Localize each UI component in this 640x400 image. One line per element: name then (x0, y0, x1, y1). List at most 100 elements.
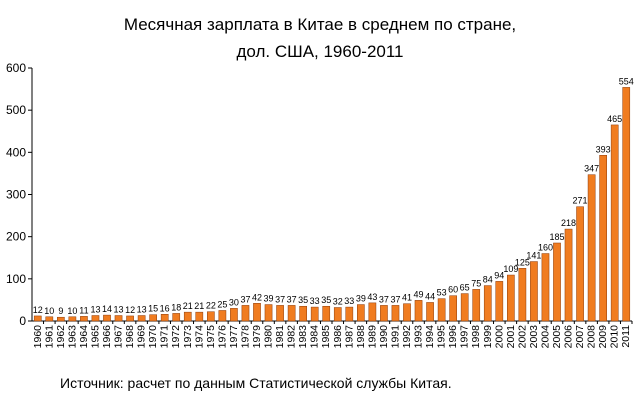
data-label-1999: 84 (483, 275, 493, 285)
bar-1994 (426, 302, 434, 322)
x-tick-label-1972: 1972 (170, 325, 182, 349)
bar-2010 (610, 124, 619, 322)
bar-1975 (207, 311, 215, 322)
x-tick-label-1984: 1984 (309, 325, 321, 349)
x-tick-label-2008: 2008 (586, 325, 598, 349)
x-tick-label-1965: 1965 (89, 325, 101, 349)
bar-2008 (587, 174, 596, 322)
chart-subtitle: дол. США, 1960-2011 (236, 42, 404, 61)
bar-2009 (599, 155, 607, 322)
y-tick-label: 300 (6, 188, 26, 202)
x-tick-label-2009: 2009 (597, 325, 609, 349)
bar-2000 (495, 281, 504, 322)
data-label-1981: 37 (275, 294, 285, 304)
bar-1967 (114, 315, 123, 322)
data-label-1968: 12 (125, 305, 135, 315)
data-label-2007: 271 (573, 196, 588, 206)
data-label-1996: 60 (448, 285, 458, 295)
data-label-1965: 13 (90, 305, 100, 315)
bar-1974 (195, 311, 204, 322)
data-label-2006: 218 (561, 218, 576, 228)
data-label-2002: 125 (515, 257, 530, 267)
bar-2005 (553, 242, 561, 322)
bar-1980 (264, 304, 273, 322)
data-label-1961: 10 (44, 306, 54, 316)
x-tick-label-1975: 1975 (205, 325, 217, 349)
data-label-1980: 39 (264, 294, 274, 304)
x-tick-label-2001: 2001 (505, 325, 517, 349)
x-tick-label-1971: 1971 (159, 325, 171, 349)
x-tick-label-1990: 1990 (378, 325, 390, 349)
y-tick-label: 400 (6, 145, 26, 159)
x-tick-label-1973: 1973 (182, 325, 194, 349)
bar-1961 (45, 316, 54, 322)
bar-2006 (564, 228, 573, 322)
bar-1999 (483, 285, 492, 322)
data-label-1976: 25 (217, 299, 227, 309)
x-tick-label-1964: 1964 (78, 325, 90, 349)
bar-1997 (460, 293, 469, 322)
x-tick-label-2004: 2004 (539, 325, 551, 349)
bar-1971 (160, 314, 169, 322)
x-tick-label-1976: 1976 (216, 325, 228, 349)
x-tick-label-2003: 2003 (528, 325, 540, 349)
x-tick-label-1993: 1993 (413, 325, 425, 349)
x-tick-label-2006: 2006 (563, 325, 575, 349)
x-tick-label-1962: 1962 (55, 325, 67, 349)
bar-1991 (391, 305, 400, 322)
data-label-1997: 65 (460, 283, 470, 293)
x-tick-label-2000: 2000 (493, 325, 505, 349)
x-tick-label-1966: 1966 (101, 325, 113, 349)
y-tick-label: 500 (6, 103, 26, 117)
x-tick-label-1999: 1999 (482, 325, 494, 349)
bar-2007 (576, 206, 584, 322)
x-tick-label-1963: 1963 (66, 325, 78, 349)
data-label-2008: 347 (584, 164, 599, 174)
data-label-1988: 39 (356, 294, 366, 304)
data-label-2011: 554 (619, 76, 634, 86)
bar-2003 (530, 261, 538, 322)
data-label-1994: 44 (425, 291, 435, 301)
data-label-1982: 37 (287, 294, 297, 304)
data-label-1984: 33 (310, 296, 320, 306)
bar-1990 (380, 305, 388, 322)
bar-1970 (149, 314, 157, 322)
data-label-1963: 10 (67, 306, 77, 316)
data-label-1986: 32 (333, 297, 343, 307)
y-tick-label: 0 (19, 314, 26, 328)
data-label-1993: 49 (414, 289, 424, 299)
data-label-1975: 22 (206, 301, 216, 311)
data-label-1977: 30 (229, 297, 239, 307)
data-label-2005: 185 (549, 232, 564, 242)
bar-1995 (437, 298, 446, 322)
x-tick-label-1983: 1983 (297, 325, 309, 349)
bar-1972 (172, 313, 181, 322)
bar-1976 (218, 310, 227, 322)
x-tick-label-1982: 1982 (286, 325, 298, 349)
bar-2001 (507, 274, 515, 322)
bar-1985 (322, 305, 331, 322)
data-label-1970: 15 (148, 304, 158, 314)
bar-1966 (103, 314, 111, 322)
x-tick-label-1998: 1998 (470, 325, 482, 349)
x-tick-label-1960: 1960 (32, 325, 44, 349)
x-tick-label-1988: 1988 (355, 325, 367, 349)
bar-1982 (287, 305, 296, 322)
x-tick-label-2007: 2007 (574, 325, 586, 349)
data-label-1960: 12 (33, 305, 43, 315)
data-label-1983: 35 (298, 295, 308, 305)
bar-1981 (276, 305, 284, 322)
bar-1962 (57, 316, 65, 322)
bar-1964 (80, 316, 88, 322)
data-label-1987: 33 (344, 296, 354, 306)
y-tick-label: 600 (6, 61, 26, 75)
data-label-1998: 75 (471, 278, 481, 288)
data-label-2009: 393 (596, 144, 611, 154)
x-tick-label-2002: 2002 (516, 325, 528, 349)
data-label-1989: 43 (367, 292, 377, 302)
data-label-1972: 18 (171, 302, 181, 312)
bar-1963 (68, 316, 77, 322)
x-tick-label-1994: 1994 (424, 325, 436, 349)
x-tick-label-1985: 1985 (320, 325, 332, 349)
